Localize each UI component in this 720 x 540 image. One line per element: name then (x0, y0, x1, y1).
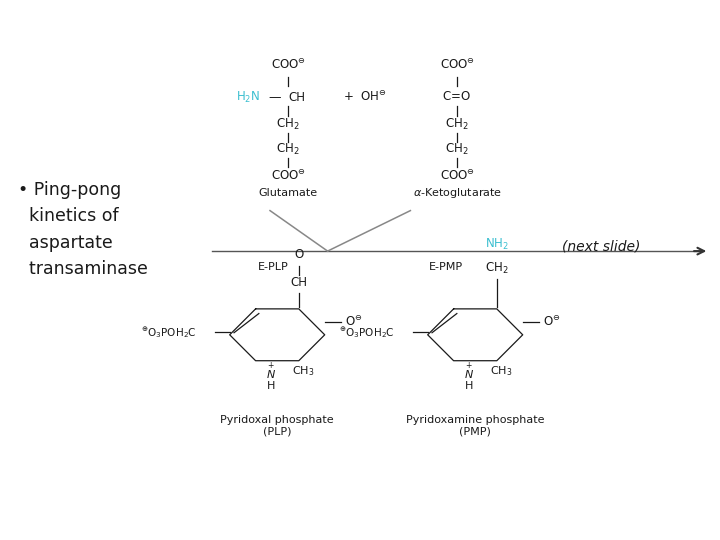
Text: —: — (269, 91, 282, 104)
Text: H$_2$N: H$_2$N (236, 90, 261, 105)
Text: $\alpha$-Ketoglutarate: $\alpha$-Ketoglutarate (413, 186, 502, 200)
Text: COO$^{\ominus}$: COO$^{\ominus}$ (271, 58, 305, 72)
Text: COO$^{\ominus}$: COO$^{\ominus}$ (271, 168, 305, 183)
Text: (PMP): (PMP) (459, 427, 491, 437)
Text: (next slide): (next slide) (562, 240, 640, 254)
Text: $+$  OH$^{\ominus}$: $+$ OH$^{\ominus}$ (343, 90, 387, 104)
Text: CH$_3$: CH$_3$ (490, 364, 513, 379)
Text: $\overset{+}{N}$: $\overset{+}{N}$ (266, 361, 276, 382)
Text: NH$_2$: NH$_2$ (485, 237, 509, 252)
Text: Pyridoxamine phosphate: Pyridoxamine phosphate (406, 415, 544, 425)
Text: COO$^{\ominus}$: COO$^{\ominus}$ (440, 58, 474, 72)
Text: $^{\oplus}$O$_3$POH$_2$C: $^{\oplus}$O$_3$POH$_2$C (140, 325, 197, 340)
Text: CH$_2$: CH$_2$ (485, 261, 508, 276)
Text: CH: CH (288, 91, 305, 104)
Text: Pyridoxal phosphate: Pyridoxal phosphate (220, 415, 334, 425)
Text: CH$_3$: CH$_3$ (292, 364, 315, 379)
Text: CH$_2$: CH$_2$ (446, 142, 469, 157)
Text: CH$_2$: CH$_2$ (446, 117, 469, 132)
Text: CH$_2$: CH$_2$ (276, 142, 300, 157)
Text: COO$^{\ominus}$: COO$^{\ominus}$ (440, 168, 474, 183)
Text: E-PLP: E-PLP (258, 262, 289, 272)
Text: $^{\oplus}$O$_3$POH$_2$C: $^{\oplus}$O$_3$POH$_2$C (338, 325, 395, 340)
Text: O$^{\ominus}$: O$^{\ominus}$ (345, 315, 362, 329)
Text: (PLP): (PLP) (263, 427, 292, 437)
Text: E-PMP: E-PMP (429, 262, 464, 272)
Text: O: O (294, 248, 303, 261)
Text: H: H (266, 381, 275, 390)
Text: H: H (464, 381, 473, 390)
Text: • Ping-pong
  kinetics of
  aspartate
  transaminase: • Ping-pong kinetics of aspartate transa… (18, 181, 148, 278)
Text: CH$_2$: CH$_2$ (276, 117, 300, 132)
Text: O$^{\ominus}$: O$^{\ominus}$ (543, 315, 560, 329)
Text: $\overset{+}{N}$: $\overset{+}{N}$ (464, 361, 474, 382)
Text: CH: CH (290, 276, 307, 289)
Text: C$\!=\!$O: C$\!=\!$O (443, 90, 472, 103)
Text: Glutamate: Glutamate (258, 188, 318, 198)
